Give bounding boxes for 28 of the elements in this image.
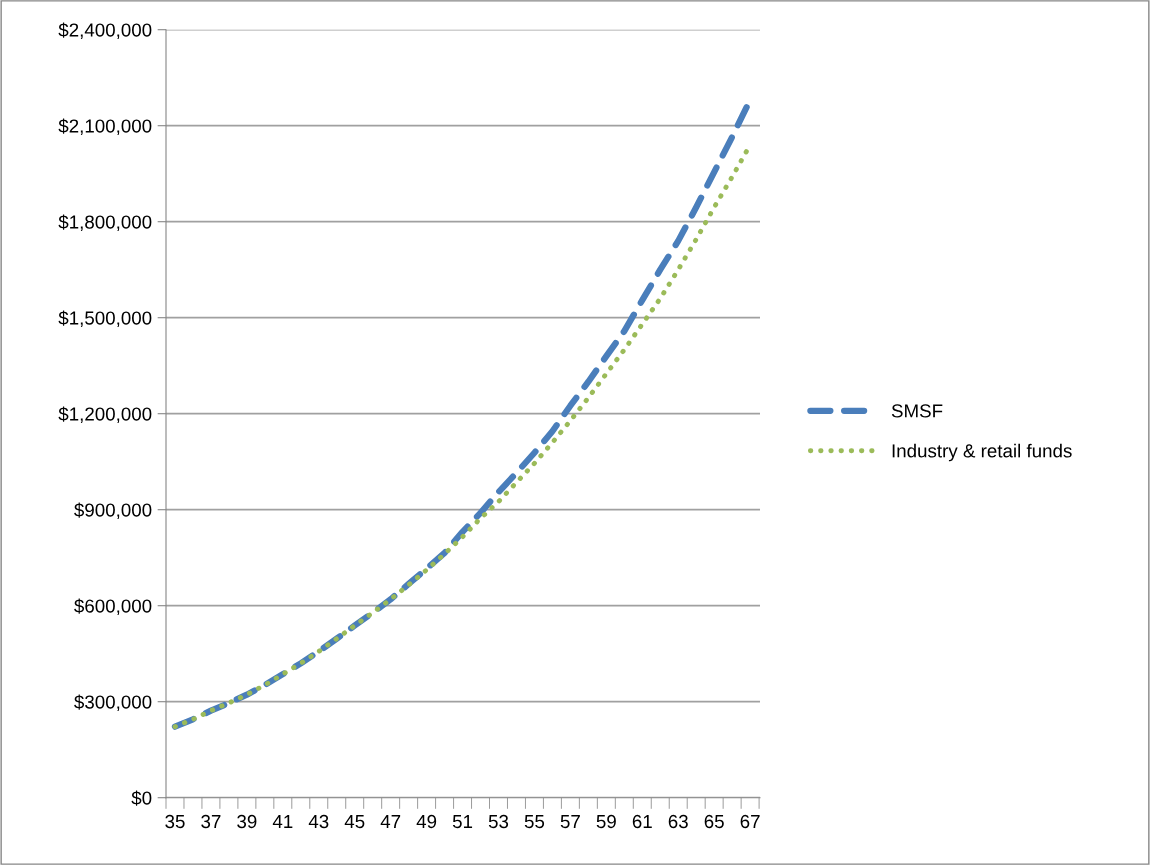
x-tick-label: 37 [201, 814, 221, 829]
x-tick-label: 65 [704, 814, 724, 829]
x-tick-label: 47 [380, 815, 401, 828]
x-tick-label: 49 [416, 814, 437, 829]
x-tick-label: 51 [452, 815, 473, 829]
x-tick-label: 39 [237, 814, 257, 829]
x-tick-label: 61 [632, 814, 652, 829]
y-tick-label: $1,800,000 [58, 214, 152, 231]
y-tick-label: $1,200,000 [58, 406, 152, 423]
x-tick-label: 55 [524, 815, 545, 829]
legend-label: Industry & retail funds [892, 443, 1072, 462]
x-tick-label: 53 [488, 814, 509, 829]
x-tick-label: 57 [560, 815, 580, 829]
x-tick-label: 45 [344, 815, 365, 829]
y-tick-label: $900,000 [74, 502, 152, 519]
x-tick-label: 63 [668, 814, 688, 829]
y-tick-label: $2,100,000 [58, 118, 152, 135]
legend-label: SMSF [891, 404, 943, 418]
y-tick-label: $1,500,000 [58, 310, 152, 327]
y-tick-label: $600,000 [74, 598, 152, 615]
x-tick-label: 67 [740, 814, 760, 829]
y-tick-label: $0 [131, 790, 152, 806]
x-tick-label: 59 [596, 814, 616, 829]
x-tick-label: 43 [308, 814, 329, 829]
x-tick-label: 35 [165, 814, 185, 829]
y-tick-label: $300,000 [74, 694, 152, 711]
x-tick-label: 41 [272, 815, 293, 828]
y-tick-label: $2,400,000 [58, 22, 152, 39]
